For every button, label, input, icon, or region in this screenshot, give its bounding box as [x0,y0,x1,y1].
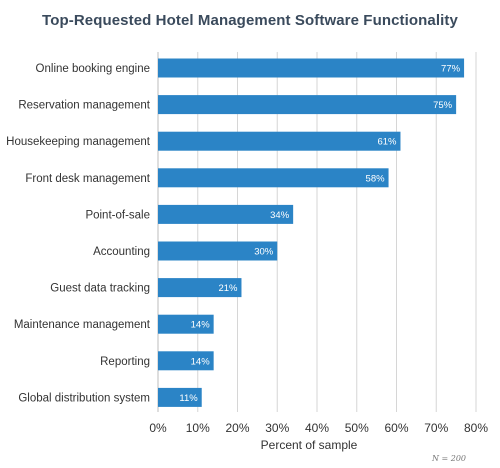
bar [158,351,214,371]
bar [158,58,465,78]
category-label: Housekeeping management [6,136,151,148]
category-labels: Online booking engine Reservation managem… [6,63,151,404]
x-axis-ticks: 0% 10% 20% 30% 40% 50% 60% 70% 80% [149,421,488,435]
x-tick-label: 40% [305,421,329,435]
bar-value-label: 58% [366,173,386,184]
x-tick-label: 60% [384,421,408,435]
bar-value-label: 77% [441,64,461,75]
category-label: Reservation management [18,100,150,112]
bar [158,131,401,151]
bar [158,95,457,115]
bar [158,241,278,261]
bars: 77% 75% 61% 58% 34% 30% 21% 14% 14% 11% [158,58,465,407]
category-label: Online booking engine [36,63,150,75]
category-label: Reporting [100,356,150,368]
x-tick-label: 20% [225,421,249,435]
category-label: Accounting [93,246,150,258]
grid-lines [157,52,477,412]
chart-title: Top-Requested Hotel Management Software … [42,12,458,29]
bar-value-label: 34% [270,210,290,221]
bar [158,204,294,224]
bar-value-label: 30% [254,247,274,258]
x-tick-label: 80% [464,421,488,435]
x-tick-label: 50% [345,421,369,435]
category-label: Maintenance management [14,319,151,331]
bar [158,387,202,407]
bar [158,168,389,188]
category-label: Guest data tracking [50,283,150,295]
category-label: Global distribution system [18,392,150,404]
bar-value-label: 21% [218,283,238,294]
x-tick-label: 70% [424,421,448,435]
bar [158,314,214,334]
x-tick-label: 30% [265,421,289,435]
x-axis-title: Percent of sample [261,438,358,452]
x-tick-label: 10% [186,421,210,435]
bar-value-label: 75% [433,100,453,111]
bar-value-label: 11% [179,393,198,404]
category-label: Point-of-sale [85,209,150,221]
category-label: Front desk management [25,173,150,185]
bar-value-label: 14% [191,320,211,331]
bar-value-label: 61% [377,137,397,148]
x-tick-label: 0% [149,421,167,435]
bar [158,278,242,298]
sample-size-note: N = 200 [431,454,466,463]
bar-value-label: 14% [191,356,211,367]
